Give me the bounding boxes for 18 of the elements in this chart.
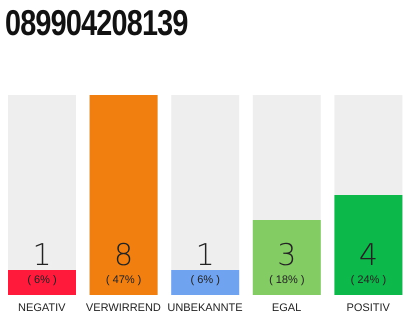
chart-title: 089904208139 bbox=[5, 2, 188, 44]
data-label: 4 bbox=[358, 238, 378, 273]
annotation: ( 6% ) bbox=[190, 274, 220, 286]
annotation: ( 47% ) bbox=[106, 274, 142, 286]
x-tick-label: EGAL bbox=[272, 302, 302, 314]
annotation: ( 24% ) bbox=[350, 274, 386, 286]
annotation: ( 18% ) bbox=[269, 274, 305, 286]
x-tick-label: NEGATIV bbox=[18, 302, 66, 314]
x-tick-label: UNBEKANNTE bbox=[167, 302, 243, 314]
data-label: 8 bbox=[114, 238, 134, 273]
data-label: 1 bbox=[196, 238, 215, 273]
x-tick-label: POSITIV bbox=[346, 302, 391, 314]
data-label: 1 bbox=[32, 238, 52, 273]
bar bbox=[171, 270, 240, 295]
bar bbox=[8, 270, 76, 295]
annotation: ( 6% ) bbox=[27, 274, 57, 286]
data-label: 3 bbox=[277, 238, 296, 273]
x-tick-label: VERWIRREND bbox=[86, 302, 161, 314]
